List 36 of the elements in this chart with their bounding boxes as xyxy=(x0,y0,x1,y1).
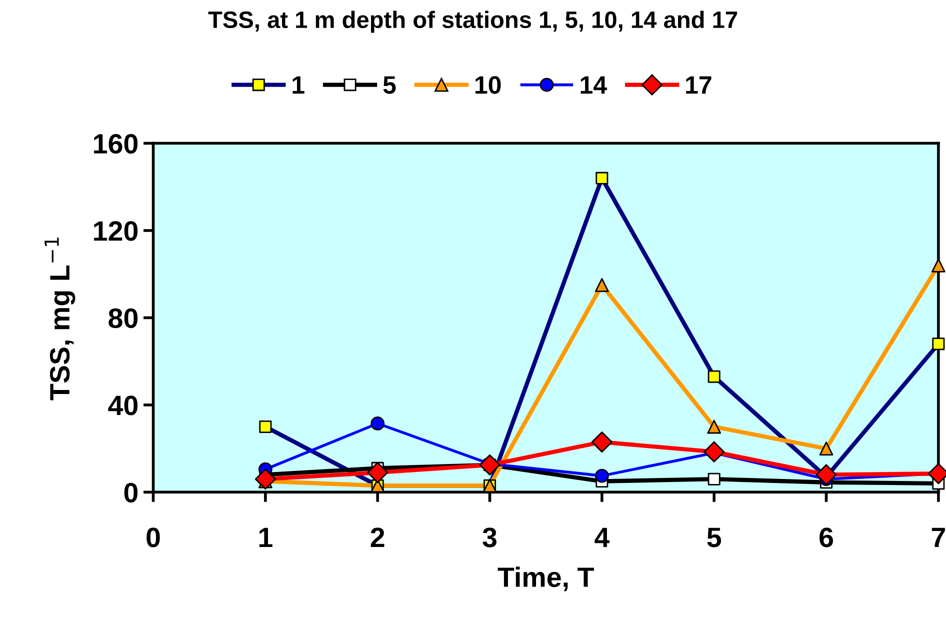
point xyxy=(259,420,272,434)
y-tick-label: 120 xyxy=(94,221,138,241)
y-tick-label: 40 xyxy=(108,396,138,416)
x-tick-label: 2 xyxy=(370,528,384,548)
x-axis-title: Time, T xyxy=(498,566,594,592)
point xyxy=(708,370,720,383)
y-tick-label: 80 xyxy=(108,308,138,328)
x-tick-label: 0 xyxy=(146,528,160,548)
point xyxy=(708,472,720,486)
point xyxy=(367,462,388,484)
x-tick-label: 6 xyxy=(820,528,833,548)
legend-label: 14 xyxy=(580,76,607,94)
x-tick-label: 3 xyxy=(482,528,496,548)
x-tick-label: 4 xyxy=(594,528,610,548)
y-tick-label: 0 xyxy=(124,482,138,503)
y-tick-label: 160 xyxy=(94,134,138,154)
point xyxy=(704,441,725,462)
chart-title: TSS, at 1 m depth of stations 1, 5, 10, 14 and 17 xyxy=(208,10,738,33)
point xyxy=(594,278,609,292)
y-axis-title: TSS, mg L$^{−1}$ xyxy=(44,238,76,400)
point xyxy=(816,464,837,486)
x-tick-label: 1 xyxy=(259,528,272,548)
legend-label: 10 xyxy=(476,76,501,94)
x-tick-label: 7 xyxy=(932,528,945,548)
legend-label: 1 xyxy=(292,76,304,94)
point xyxy=(254,468,276,490)
legend-label: 17 xyxy=(686,76,712,94)
point xyxy=(932,338,945,350)
x-tick-label: 5 xyxy=(707,528,722,548)
point xyxy=(707,420,722,434)
point xyxy=(596,172,608,184)
point xyxy=(591,432,612,453)
point xyxy=(931,258,946,272)
legend-label: 5 xyxy=(383,76,396,94)
point xyxy=(819,442,834,456)
point xyxy=(479,454,500,476)
